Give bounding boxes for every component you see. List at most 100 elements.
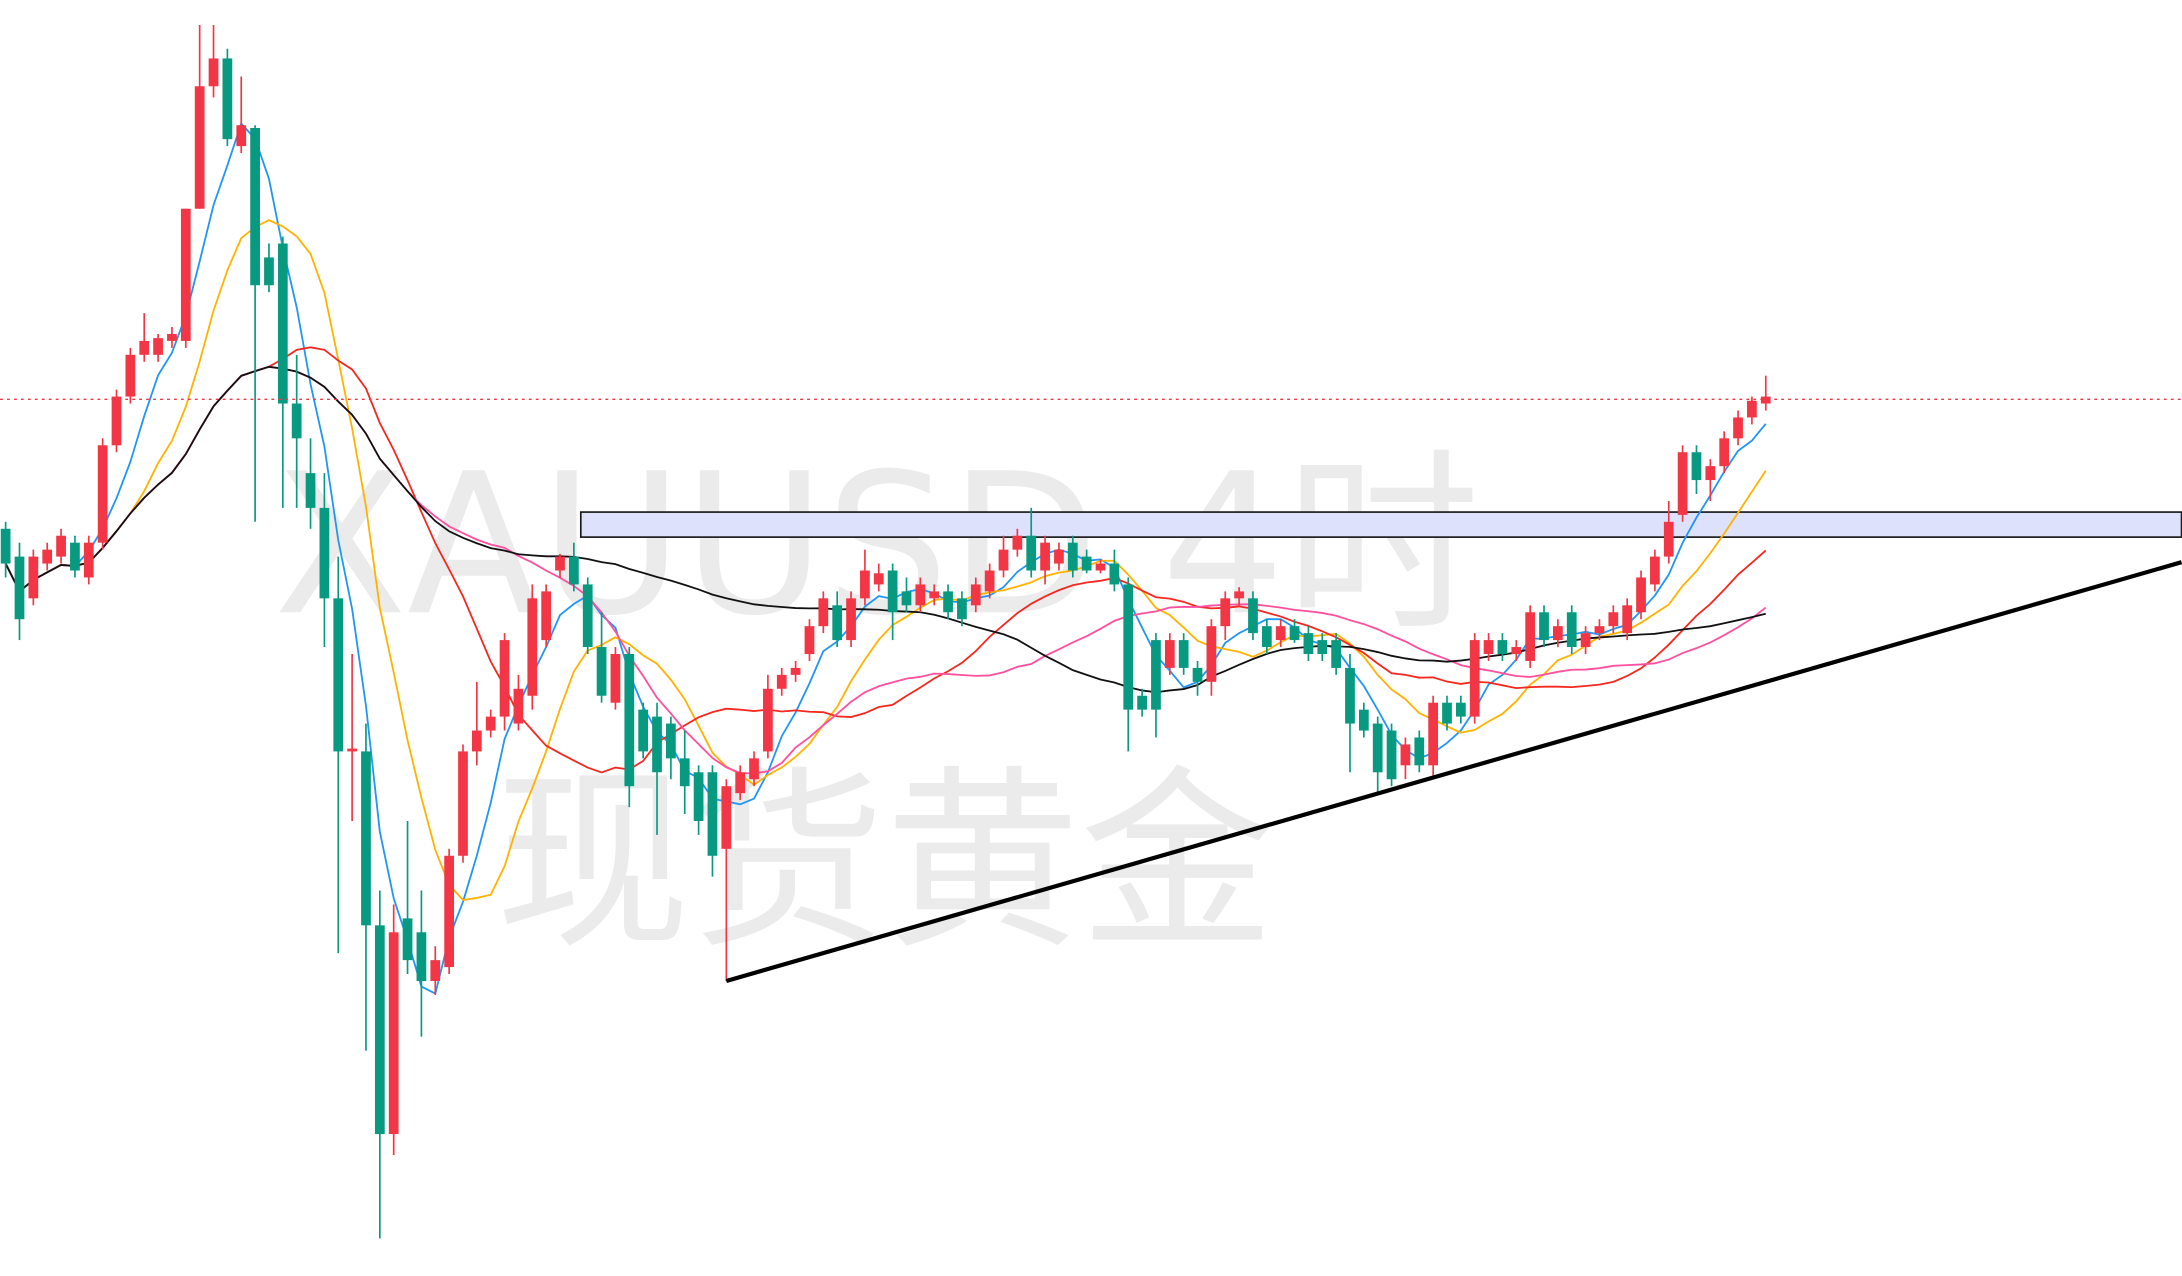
candle-body — [1705, 466, 1716, 481]
candle-body — [735, 772, 746, 794]
candle-body — [153, 338, 163, 355]
candle-body — [167, 333, 177, 341]
candle-body — [1747, 400, 1757, 418]
candle-body — [555, 556, 565, 571]
candle-body — [416, 932, 427, 982]
candle-body — [1414, 737, 1425, 766]
candle-body — [1442, 702, 1452, 724]
candle-body — [1123, 584, 1134, 710]
candle-body — [1719, 438, 1730, 467]
candle-body — [1580, 633, 1591, 648]
candle-body — [374, 925, 385, 1135]
candle-body — [125, 354, 136, 397]
candle-body — [250, 128, 260, 286]
candle-body — [1206, 626, 1217, 682]
candle-body — [1109, 563, 1120, 585]
candle-body — [1553, 626, 1563, 641]
resistance-zone — [579, 511, 2182, 538]
candle-body — [305, 473, 316, 508]
candle-body — [1525, 612, 1536, 661]
candle-body — [1220, 598, 1231, 627]
candle-body — [1164, 640, 1175, 668]
watermark-title: XAUUSD 4时 — [274, 431, 1480, 658]
candle-body — [804, 626, 815, 655]
candle-body — [970, 584, 981, 606]
candle-body — [707, 772, 718, 856]
candle-body — [1054, 549, 1064, 564]
candle-body — [194, 86, 205, 209]
candle-body — [1677, 452, 1688, 515]
candle-body — [929, 591, 940, 599]
candle-body — [1358, 709, 1369, 731]
candle-body — [1400, 744, 1411, 766]
candle-body — [1733, 417, 1743, 439]
candle-body — [721, 786, 732, 849]
candle-body — [1081, 556, 1092, 571]
candle-body — [1691, 452, 1702, 481]
candle-body — [1428, 702, 1439, 766]
candle-body — [901, 591, 912, 606]
candle-body — [1303, 633, 1314, 655]
candle-body — [402, 918, 413, 961]
candle-body — [347, 748, 357, 752]
candle-body — [0, 528, 11, 564]
candle-body — [83, 542, 94, 578]
moving-average — [4, 219, 1767, 901]
candle-body — [1345, 667, 1355, 724]
candle-body — [832, 605, 843, 641]
candle-body — [458, 751, 468, 856]
candle-body — [1372, 723, 1383, 773]
candle-body — [1455, 702, 1466, 717]
candle-body — [568, 556, 579, 585]
candle-body — [361, 751, 371, 926]
candle-body — [846, 598, 856, 641]
candle-body — [582, 584, 593, 648]
candle-body — [776, 674, 787, 689]
watermark-subtitle: 现货黄金 — [495, 749, 1274, 976]
candle-body — [1566, 612, 1577, 648]
candle-body — [1067, 542, 1078, 571]
candle-body — [666, 723, 676, 759]
candle-body — [1622, 605, 1633, 634]
candle-body — [291, 403, 302, 439]
candle-body — [887, 570, 898, 613]
candle-body — [42, 549, 53, 564]
candle-body — [1012, 535, 1023, 550]
candle-body — [14, 556, 25, 620]
candle-body — [111, 396, 122, 446]
candle-body — [1261, 626, 1272, 648]
candle-body — [471, 730, 482, 752]
candle-body — [319, 507, 330, 599]
candle-body — [1275, 626, 1286, 641]
candle-body — [873, 573, 884, 585]
candle-body — [596, 647, 607, 696]
candle-body — [388, 932, 399, 1135]
candle-body — [943, 591, 953, 613]
candle-body — [1317, 640, 1328, 655]
candle-body — [984, 570, 995, 592]
trendline — [725, 560, 2182, 984]
candle-body — [679, 758, 690, 787]
candle-body — [527, 598, 538, 696]
candle-body — [693, 772, 704, 821]
candle-body — [1511, 647, 1522, 655]
candle-body — [1289, 626, 1300, 641]
candle-body — [541, 591, 552, 641]
candle-body — [1095, 563, 1106, 571]
candle-body — [749, 758, 759, 780]
candle-body — [277, 243, 288, 404]
candle-body — [28, 556, 39, 599]
candle-body — [222, 58, 233, 140]
candle-body — [763, 688, 773, 752]
candle-body — [499, 640, 510, 717]
candle-body — [818, 598, 829, 627]
candle-body — [1192, 667, 1203, 682]
candle-body — [998, 549, 1009, 571]
candle-body — [236, 125, 247, 147]
candle-body — [1636, 577, 1646, 613]
candle-body — [56, 535, 66, 557]
candle-body — [1151, 640, 1161, 710]
candle-body — [638, 709, 649, 752]
candle-body — [957, 598, 967, 620]
